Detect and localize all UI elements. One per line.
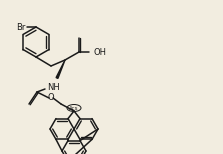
Polygon shape xyxy=(56,60,65,78)
Text: Acs: Acs xyxy=(69,105,79,111)
Text: O: O xyxy=(48,93,54,103)
Text: NH: NH xyxy=(47,83,59,91)
Text: OH: OH xyxy=(94,47,107,57)
Text: Br: Br xyxy=(16,22,26,32)
